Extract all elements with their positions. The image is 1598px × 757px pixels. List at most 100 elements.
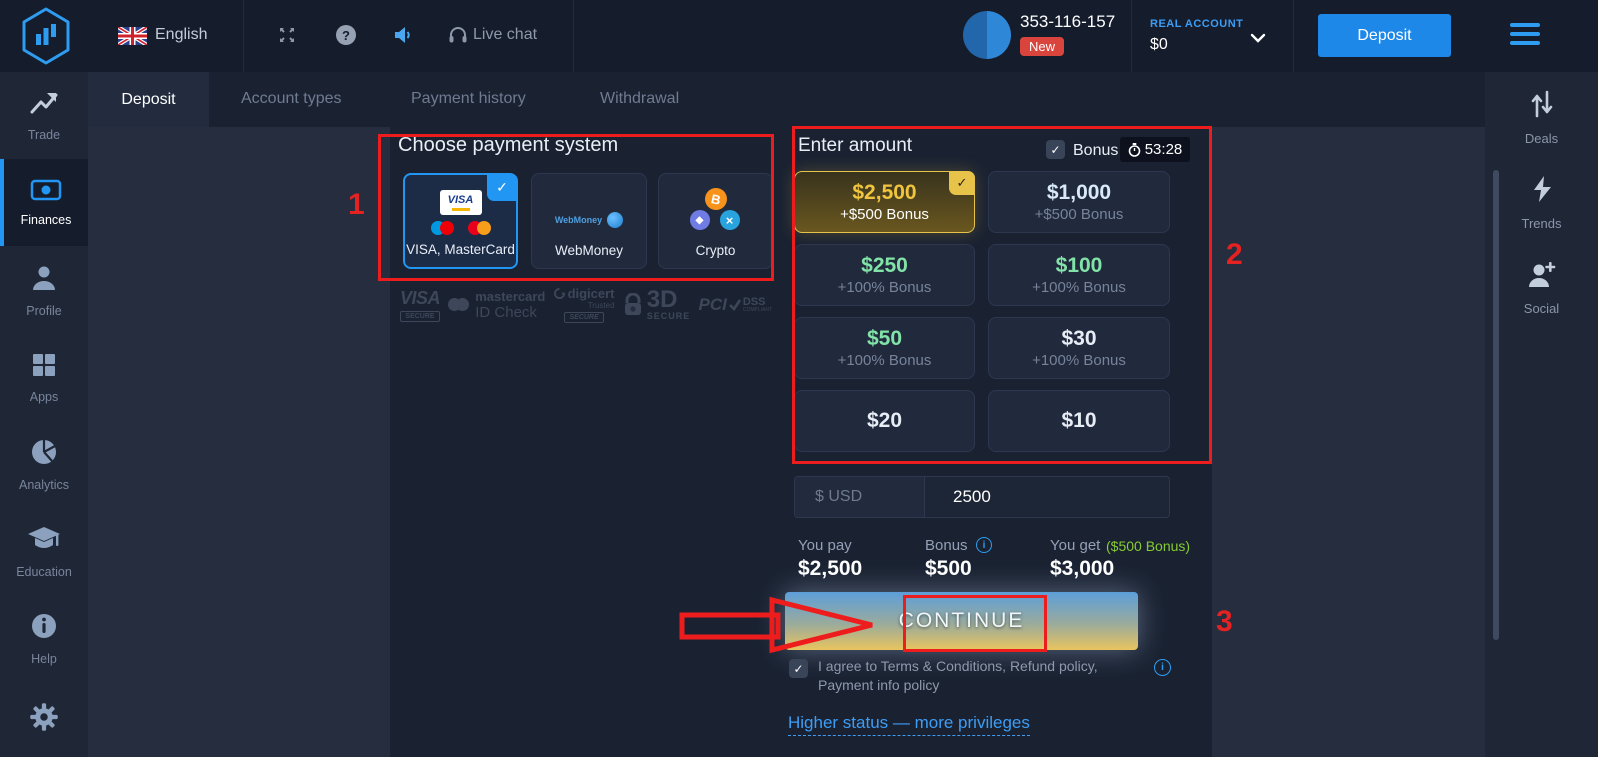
amount-option-100[interactable]: $100 +100% Bonus	[988, 244, 1170, 306]
tab-account-types[interactable]: Account types	[241, 90, 342, 107]
sidebar-item-education[interactable]: Education	[0, 508, 88, 595]
annotation-box-2	[792, 126, 1212, 464]
tab-withdrawal[interactable]: Withdrawal	[600, 90, 680, 107]
terms-text: I agree to Terms & Conditions, Refund po…	[818, 658, 1098, 693]
new-status-badge: New	[1020, 37, 1065, 56]
sidebar-item-label: Deals	[1524, 131, 1559, 146]
chevron-down-icon[interactable]	[1250, 30, 1266, 48]
annotation-box-1	[378, 134, 774, 281]
check-icon: ✓	[487, 174, 517, 201]
payment-section-title: Choose payment system	[398, 134, 619, 156]
lock-icon	[624, 292, 641, 315]
sidebar-item-trade[interactable]: Trade	[0, 72, 88, 159]
sidebar-item-label: Social	[1523, 301, 1560, 316]
you-pay-label: You pay	[798, 537, 852, 554]
bonus-info-icon[interactable]: i	[976, 537, 992, 553]
sidebar-item-trends[interactable]: Trends	[1485, 175, 1598, 231]
bonus-summary-label: Bonus	[925, 537, 968, 554]
amount-option-30[interactable]: $30 +100% Bonus	[988, 317, 1170, 379]
continue-button[interactable]: CONTINUE	[785, 592, 1138, 650]
sidebar-item-analytics[interactable]: Analytics	[0, 421, 88, 508]
bonus-timer-value: 53:28	[1144, 141, 1183, 158]
hamburger-menu-icon[interactable]	[1510, 23, 1540, 50]
live-chat-button[interactable]: Live chat	[473, 26, 538, 43]
sidebar-item-apps[interactable]: Apps	[0, 334, 88, 421]
payment-method-visa-mastercard[interactable]: ✓ VISA VISA, MasterCard	[403, 173, 518, 269]
ripple-icon: ×	[719, 210, 740, 230]
headset-icon[interactable]	[447, 24, 469, 46]
header-deposit-button[interactable]: Deposit	[1318, 14, 1451, 57]
account-balance: $0	[1150, 36, 1168, 53]
education-cap-icon	[27, 525, 61, 558]
terms-checkbox[interactable]: ✓	[789, 659, 808, 678]
sidebar-item-settings[interactable]	[0, 682, 88, 757]
finances-icon	[30, 179, 62, 206]
annotation-arrow	[668, 594, 880, 661]
terms-info-icon[interactable]: i	[1154, 659, 1171, 676]
sidebar-item-profile[interactable]: Profile	[0, 247, 88, 334]
sidebar-item-label: Apps	[29, 389, 59, 404]
higher-status-link[interactable]: Higher status — more privileges	[788, 713, 1030, 736]
sidebar-item-social[interactable]: Social	[1485, 260, 1598, 316]
payment-method-label: Crypto	[695, 243, 736, 258]
annotation-box-3	[903, 595, 1047, 652]
amount-section-title: Enter amount	[798, 135, 913, 156]
digicert-badge: digicert Trusted SECURE	[553, 286, 615, 323]
sidebar-item-label: Help	[31, 651, 57, 666]
header-divider	[573, 0, 574, 72]
right-sidebar: Deals Trends Social	[1485, 72, 1598, 757]
stopwatch-icon	[1128, 142, 1141, 157]
amount-option-1000[interactable]: $1,000 +$500 Bonus	[988, 171, 1170, 233]
sidebar-item-label: Trends	[1521, 216, 1562, 231]
header-divider	[1293, 0, 1294, 72]
amount-option-10[interactable]: $10	[988, 390, 1170, 452]
section-tabbar: Deposit Account types Payment history Wi…	[88, 72, 1485, 127]
visa-secure-badge: VISA SECURE	[400, 287, 441, 322]
annotation-number-2: 2	[1226, 238, 1243, 271]
sidebar-item-deals[interactable]: Deals	[1485, 90, 1598, 146]
amount-input[interactable]: 2500	[953, 487, 991, 506]
annotation-number-1: 1	[348, 188, 365, 221]
deals-arrows-icon	[1529, 90, 1555, 123]
profile-icon	[30, 264, 58, 297]
sidebar-item-finances[interactable]: Finances	[0, 159, 88, 246]
language-selector[interactable]: English	[155, 26, 208, 43]
you-get-label: You get	[1050, 537, 1101, 554]
payment-method-label: WebMoney	[554, 243, 624, 258]
bonus-checkbox[interactable]: ✓	[1046, 140, 1065, 159]
tab-payment-history[interactable]: Payment history	[411, 90, 526, 107]
apps-grid-icon	[31, 352, 57, 383]
annotation-number-3: 3	[1216, 605, 1233, 638]
left-sidebar: Trade Finances Profile	[0, 72, 88, 757]
tab-deposit[interactable]: Deposit	[88, 72, 209, 127]
sidebar-item-label: Education	[16, 564, 72, 579]
bonus-checkbox-label: Bonus	[1073, 142, 1119, 159]
sidebar-item-help[interactable]: Help	[0, 595, 88, 682]
amount-option-20[interactable]: $20	[794, 390, 975, 452]
ethereum-icon: ◆	[689, 210, 710, 230]
analytics-pie-icon	[30, 438, 58, 471]
vertical-scrollbar[interactable]	[1493, 170, 1499, 640]
amount-option-250[interactable]: $250 +100% Bonus	[794, 244, 975, 306]
payment-method-webmoney[interactable]: WebMoney WebMoney	[531, 173, 647, 269]
lightning-icon	[1531, 175, 1553, 208]
fullscreen-icon[interactable]	[276, 24, 298, 46]
account-id: 353-116-157	[1020, 12, 1116, 31]
check-icon: ✓	[949, 171, 975, 195]
help-circle-icon[interactable]: ?	[335, 24, 357, 46]
crypto-coins-icon: B ◆ ×	[686, 185, 746, 234]
top-header: English ? Live chat 353-	[0, 0, 1598, 72]
you-pay-value: $2,500	[798, 557, 863, 580]
sidebar-item-label: Analytics	[18, 477, 70, 492]
payment-method-label: VISA, MasterCard	[406, 242, 515, 257]
header-divider	[1131, 0, 1132, 72]
sound-icon[interactable]	[392, 24, 414, 46]
brand-logo-icon[interactable]	[20, 7, 72, 65]
sidebar-item-label: Finances	[20, 212, 72, 227]
mastercard-id-check-badge: mastercard ID Check	[448, 289, 545, 321]
sidebar-item-label: Trade	[27, 127, 61, 142]
user-avatar[interactable]	[963, 11, 1011, 59]
amount-option-50[interactable]: $50 +100% Bonus	[794, 317, 975, 379]
amount-option-2500[interactable]: ✓ $2,500 +$500 Bonus	[794, 171, 975, 233]
currency-select[interactable]: $ USD	[795, 477, 925, 517]
